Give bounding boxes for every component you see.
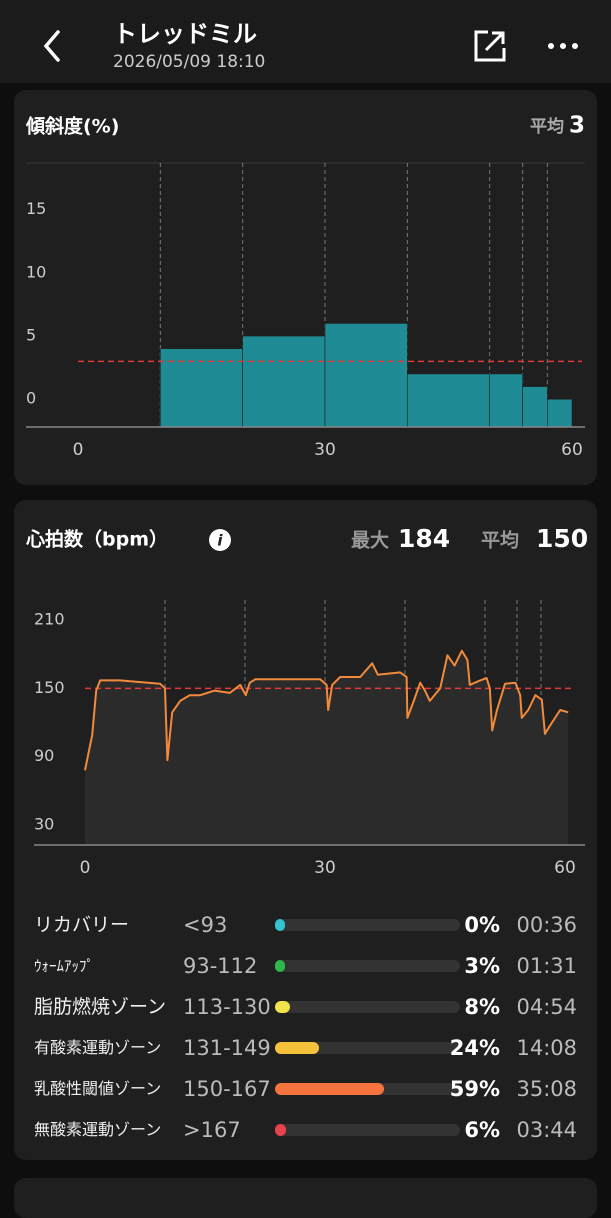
datetime: 2026/05/09 18:10: [113, 52, 266, 72]
bar: [489, 373, 523, 428]
zone-time: 04:54: [516, 995, 577, 1019]
zone-bar: [275, 960, 285, 972]
next-card: [14, 1178, 597, 1218]
x-tick-label: 0: [73, 440, 84, 460]
chart-title: 傾斜度(%): [25, 115, 119, 138]
y-tick-label: 15: [26, 199, 46, 218]
zone-track: [275, 1124, 460, 1136]
share-button[interactable]: [472, 28, 508, 64]
zone-range: 131-149: [183, 1036, 271, 1060]
zone-track: [275, 1042, 460, 1054]
zone-row: リカバリー <93 0% 00:36: [14, 907, 597, 943]
zone-range: 150-167: [183, 1077, 271, 1101]
zone-row: ｳｫｰﾑｱｯﾌﾟ 93-112 3% 01:31: [14, 948, 597, 984]
zone-time: 01:31: [516, 954, 577, 978]
zone-track: [275, 919, 460, 931]
zone-range: 113-130: [183, 995, 271, 1019]
back-button[interactable]: [38, 28, 66, 64]
incline-chart: 傾斜度(%) 平均 3 0 5 10 15 0 30 60: [25, 113, 585, 460]
zone-bar: [275, 1124, 287, 1136]
incline-card: 傾斜度(%) 平均 3 0 5 10 15 0 30 60: [14, 90, 597, 485]
y-tick-label: 90: [34, 746, 54, 765]
zone-percent: 8%: [464, 995, 500, 1019]
zone-range: >167: [183, 1118, 241, 1142]
bar: [546, 398, 573, 428]
zone-track: [275, 960, 460, 972]
heart-rate-chart: 心拍数（bpm） i 最大 184 平均 150 30 90 150 210 0 30 60: [25, 524, 588, 878]
max-label: 最大: [351, 529, 389, 552]
zone-percent: 3%: [464, 954, 500, 978]
zone-percent: 0%: [464, 913, 500, 937]
avg-label: 平均: [530, 116, 564, 137]
zone-time: 03:44: [516, 1118, 577, 1142]
y-tick-label: 0: [26, 389, 36, 408]
zone-percent: 59%: [449, 1077, 500, 1101]
hr-line: [84, 649, 569, 771]
x-tick-label: 30: [314, 440, 336, 460]
zone-name: 有酸素運動ゾーン: [34, 1038, 162, 1057]
zone-percent: 24%: [449, 1036, 500, 1060]
x-tick-label: 30: [314, 858, 336, 878]
y-tick-label: 5: [26, 326, 36, 345]
max-value: 184: [398, 524, 450, 553]
zone-list: リカバリー <93 0% 00:36 ｳｫｰﾑｱｯﾌﾟ 93-112 3% 01:31 脂肪燃焼…: [14, 907, 597, 1147]
avg-value: 150: [536, 524, 588, 553]
svg-text:i: i: [217, 532, 223, 550]
zone-time: 14:08: [516, 1036, 577, 1060]
zone-bar: [275, 919, 285, 931]
x-tick-label: 60: [554, 858, 576, 878]
x-tick-label: 60: [561, 440, 583, 460]
heart-rate-card: 心拍数（bpm） i 最大 184 平均 150 30 90 150 210 0 30 60…: [14, 500, 597, 1160]
zone-track: [275, 1001, 460, 1013]
zone-name: 乳酸性閾値ゾーン: [34, 1079, 162, 1098]
zone-time: 35:08: [516, 1077, 577, 1101]
zone-time: 00:36: [516, 913, 577, 937]
bar: [407, 373, 490, 428]
zone-percent: 6%: [464, 1118, 500, 1142]
zone-name: リカバリー: [34, 914, 130, 936]
zone-track: [275, 1083, 460, 1095]
bar: [160, 348, 243, 428]
zone-row: 乳酸性閾値ゾーン 150-167 59% 35:08: [14, 1071, 597, 1107]
y-tick-label: 150: [34, 678, 65, 697]
zone-bar: [275, 1083, 385, 1095]
avg-label: 平均: [481, 529, 519, 552]
chart-title: 心拍数（bpm）: [25, 528, 168, 551]
y-tick-label: 30: [34, 814, 54, 833]
bar: [242, 335, 326, 428]
y-tick-label: 210: [34, 610, 65, 629]
hr-area: [85, 650, 569, 845]
bar: [324, 323, 408, 428]
zone-name: ｳｫｰﾑｱｯﾌﾟ: [34, 957, 95, 975]
zone-row: 脂肪燃焼ゾーン 113-130 8% 04:54: [14, 989, 597, 1025]
app-header: トレッドミル 2026/05/09 18:10: [0, 0, 611, 83]
info-icon[interactable]: i: [209, 529, 231, 551]
zone-bar: [275, 1001, 290, 1013]
title: トレッドミル: [113, 20, 257, 48]
avg-value: 3: [569, 113, 585, 139]
zone-row: 有酸素運動ゾーン 131-149 24% 14:08: [14, 1030, 597, 1066]
zone-name: 脂肪燃焼ゾーン: [34, 996, 167, 1018]
x-tick-label: 0: [80, 858, 91, 878]
zone-range: <93: [183, 913, 228, 937]
zone-name: 無酸素運動ゾーン: [34, 1120, 162, 1139]
zone-row: 無酸素運動ゾーン >167 6% 03:44: [14, 1112, 597, 1148]
zone-bar: [275, 1042, 320, 1054]
more-button[interactable]: [545, 38, 581, 54]
bar: [522, 386, 548, 428]
zone-range: 93-112: [183, 954, 258, 978]
y-tick-label: 10: [26, 262, 46, 281]
